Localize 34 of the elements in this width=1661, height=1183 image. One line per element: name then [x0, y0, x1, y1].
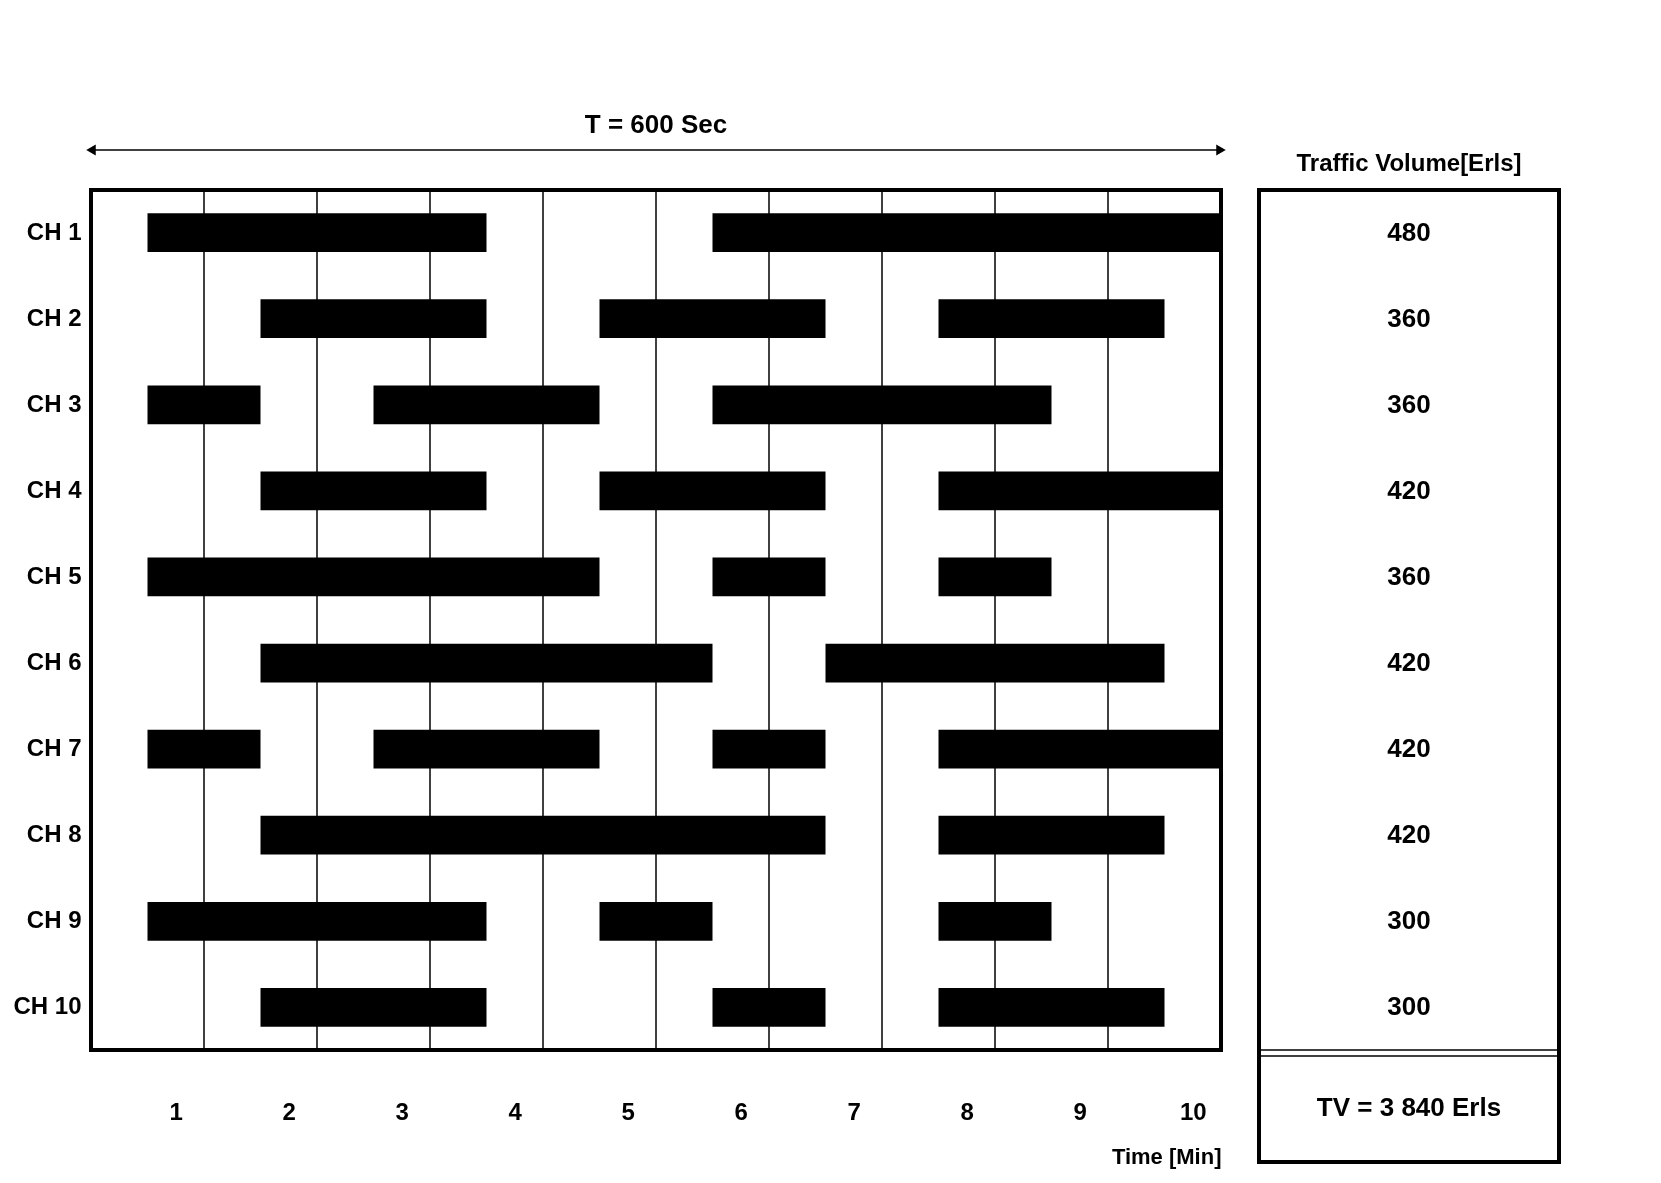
y-tick-label: CH 3 — [26, 389, 82, 417]
x-tick-label: 4 — [508, 1097, 523, 1125]
text: 300 — [1387, 905, 1431, 935]
text: 360 — [1387, 303, 1431, 333]
x-tick-label: 1 — [169, 1097, 183, 1125]
x-tick-label: 3 — [395, 1097, 409, 1125]
y-tick-label: CH 10 — [13, 992, 82, 1020]
y-tick-label: CH 9 — [26, 906, 82, 934]
x-tick-label: 10 — [1179, 1097, 1207, 1125]
text: 480 — [1387, 217, 1431, 247]
x-tick-label: 7 — [847, 1097, 861, 1125]
text: 420 — [1387, 733, 1431, 763]
text: 420 — [1387, 819, 1431, 849]
y-tick-label: CH 7 — [26, 734, 82, 762]
x-tick-label: 9 — [1073, 1097, 1087, 1125]
x-tick-label: 2 — [282, 1097, 296, 1125]
y-tick-label: CH 8 — [26, 820, 82, 848]
y-tick-label: CH 1 — [26, 217, 82, 245]
x-tick-label: 5 — [621, 1097, 635, 1125]
x-axis-title: Time [Min] — [1111, 1143, 1222, 1169]
text: 300 — [1387, 991, 1431, 1021]
text: 420 — [1387, 475, 1431, 505]
text: 420 — [1387, 647, 1431, 677]
text: Traffic Volume[Erls] — [1296, 149, 1522, 176]
text: 360 — [1387, 389, 1431, 419]
x-tick-label: 6 — [734, 1097, 748, 1125]
x-tick-label: 8 — [960, 1097, 974, 1125]
y-tick-label: CH 4 — [26, 475, 83, 503]
text: 360 — [1387, 561, 1431, 591]
text: T = 600 Sec — [584, 109, 728, 139]
y-tick-label: CH 2 — [26, 303, 82, 331]
y-tick-label: CH 6 — [26, 648, 82, 676]
text: TV = 3 840 Erls — [1316, 1092, 1502, 1122]
y-tick-label: CH 5 — [26, 561, 82, 589]
